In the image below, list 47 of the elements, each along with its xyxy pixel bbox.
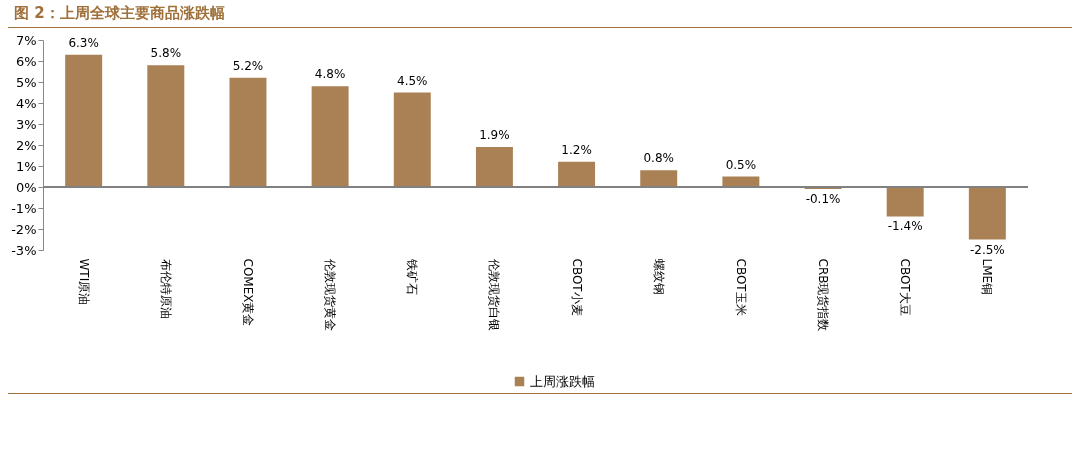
- bar: [147, 65, 185, 187]
- x-tick-label: CBOT大豆: [898, 258, 913, 316]
- x-tick-label: CRB现货指数: [816, 258, 831, 332]
- data-label: 0.8%: [643, 151, 674, 166]
- data-label: -0.1%: [805, 192, 841, 207]
- legend-label: 上周涨跌幅: [530, 373, 595, 389]
- x-tick-label: COMEX黄金: [240, 258, 255, 327]
- y-tick-label: 2%: [15, 137, 37, 153]
- data-label: 4.8%: [314, 67, 346, 82]
- x-tick-label: CBOT玉米: [733, 258, 748, 316]
- data-label: 6.3%: [68, 35, 99, 50]
- x-tick-label: LME铜: [980, 258, 995, 296]
- x-tick-label: WTI原油: [76, 258, 91, 306]
- data-label: 1.9%: [479, 128, 510, 143]
- x-tick-label: 伦敦现货黄金: [323, 258, 338, 331]
- data-label: 4.5%: [397, 73, 428, 88]
- x-tick-label: 铁矿石: [405, 257, 420, 295]
- x-tick-label: 布伦特原油: [158, 258, 173, 319]
- data-label: 1.2%: [561, 142, 592, 157]
- x-tick-label: 伦敦现货白银: [487, 258, 502, 331]
- data-label: 5.2%: [232, 58, 264, 73]
- y-tick-label: 7%: [15, 32, 37, 48]
- y-tick-label: 4%: [15, 95, 37, 111]
- bar: [886, 187, 924, 217]
- data-label: -2.5%: [969, 242, 1005, 257]
- bar: [65, 54, 103, 187]
- chart-title: 图 2：上周全球主要商品涨跌幅: [8, 4, 1072, 28]
- data-label: 0.5%: [725, 157, 757, 172]
- bar: [640, 170, 678, 187]
- data-label: -1.4%: [887, 219, 923, 234]
- y-tick-label: 6%: [15, 53, 37, 69]
- y-tick-label: 3%: [15, 116, 37, 132]
- y-tick-label: 1%: [15, 158, 37, 174]
- y-tick-label: -1%: [11, 200, 37, 216]
- bar: [393, 92, 431, 187]
- x-tick-label: 螺纹钢: [651, 258, 666, 295]
- bar: [475, 147, 513, 187]
- y-tick-label: -3%: [11, 242, 37, 258]
- y-tick-label: -2%: [11, 221, 37, 237]
- bar: [558, 161, 596, 187]
- bar: [229, 77, 267, 187]
- bar: [968, 187, 1006, 240]
- bar: [311, 86, 349, 187]
- y-tick-label: 5%: [15, 74, 37, 90]
- x-tick-label: CBOT小麦: [569, 258, 584, 316]
- data-label: 5.8%: [150, 46, 182, 61]
- y-tick-label: 0%: [15, 179, 37, 195]
